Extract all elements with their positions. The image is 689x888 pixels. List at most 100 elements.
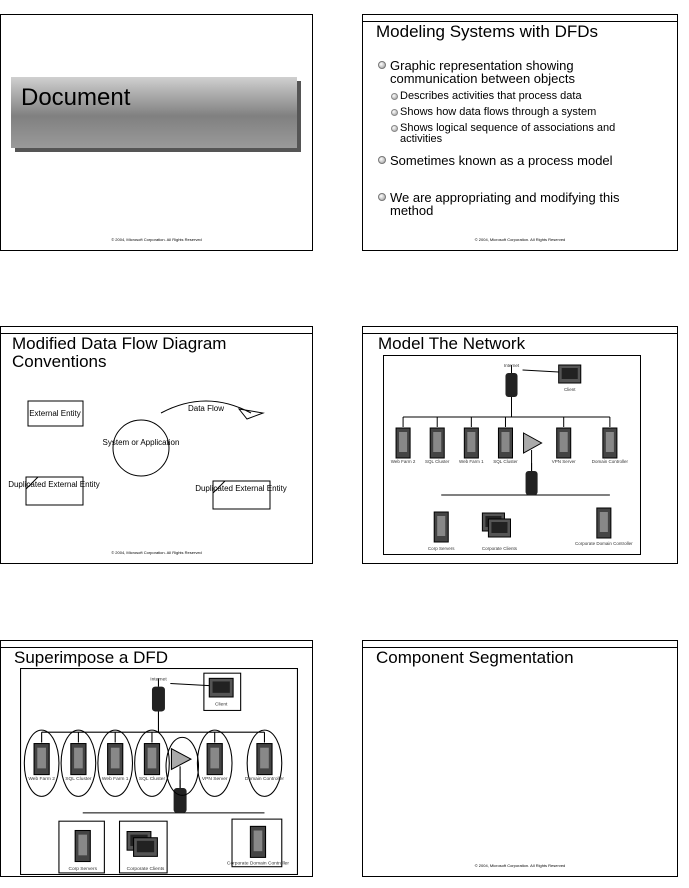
entity-box: [118, 820, 168, 874]
process-oval: [165, 736, 200, 796]
server-face: [110, 747, 120, 769]
screen: [212, 681, 230, 693]
slide: Superimpose a DFD Internet Client Web Farm…: [0, 640, 313, 877]
node-label: Corporate Domain Controller: [227, 861, 289, 867]
server-face: [147, 747, 157, 769]
entity-box: [27, 400, 84, 427]
footer: © 2004, Microsoft Corporation. All Right…: [111, 550, 202, 555]
slide-title: Component Segmentation: [376, 648, 574, 667]
node-label: Web Farm 2: [391, 459, 416, 464]
server-face: [260, 747, 269, 769]
screen: [561, 368, 578, 379]
server-face: [467, 432, 476, 452]
sub-bullet: Shows logical sequence of associations a…: [390, 123, 650, 145]
flow-label: Data Flow: [188, 404, 224, 413]
bullet: Graphic representation showing communica…: [377, 59, 650, 85]
entity-box: [25, 476, 84, 506]
dfd-legend: External Entity Data Flow System or Appl…: [8, 400, 287, 510]
sub-bullet: Shows how data flows through a system: [390, 107, 596, 118]
router-icon: [151, 686, 165, 712]
footer: © 2004, Microsoft Corporation. All Right…: [111, 237, 202, 242]
process-oval: [246, 729, 283, 797]
link: [522, 369, 559, 373]
server-face: [599, 512, 608, 532]
footer: © 2004, Microsoft Corporation. All Right…: [474, 863, 566, 868]
node-label: SQL Cluster: [139, 776, 166, 782]
process-oval: [23, 729, 60, 797]
sub-bullet: Describes activities that process data: [390, 91, 582, 102]
server-face: [253, 830, 263, 852]
entity-box: [203, 672, 242, 711]
entity-box: [58, 820, 105, 874]
node-label: Internet: [150, 677, 167, 683]
diagram-frame: [20, 668, 298, 875]
server-face: [559, 432, 568, 452]
firewall: [170, 747, 193, 771]
slide: Model The Network Internet Client Web Farm…: [362, 326, 678, 564]
screen: [491, 522, 508, 533]
flow-arc: [160, 400, 252, 414]
process-oval: [97, 729, 134, 797]
server-face: [501, 432, 510, 452]
slide-title: Model The Network: [378, 334, 526, 353]
process-label: System or Application: [103, 438, 180, 447]
node-label: Internet: [504, 363, 520, 368]
node-label: Domain Controller: [245, 776, 285, 782]
server-face: [437, 516, 446, 536]
screen: [136, 840, 155, 853]
node-label: SQL Cluster: [65, 776, 92, 782]
server-face: [74, 747, 83, 769]
process-oval: [60, 729, 97, 797]
slide: Component Segmentation © 2004, Microsoft…: [362, 640, 678, 877]
slide-title: Modified Data Flow Diagram Conventions: [12, 334, 227, 371]
flow-arrow: [237, 408, 265, 420]
slide: Document © 2004, Microsoft Corporation. …: [0, 14, 313, 251]
network-diagram: Internet Client Web Farm 2 SQL Cluster Web F…: [383, 355, 641, 555]
banner: [11, 77, 297, 148]
firewall: [523, 432, 543, 454]
node-label: Client: [215, 701, 228, 707]
node-label: Domain Controller: [592, 459, 629, 464]
network-diagram: Internet Client Web Farm 2 SQL Cluster Web F…: [20, 668, 298, 875]
node-label: Corporate Clients: [127, 866, 165, 872]
router-icon: [505, 373, 518, 397]
server-face: [78, 834, 88, 856]
slide-title: Superimpose a DFD: [14, 648, 169, 667]
link: [170, 683, 210, 687]
dup-mark: [25, 476, 39, 490]
server-face: [210, 747, 220, 769]
node-label: Web Farm 1: [459, 459, 484, 464]
node-label: VPN Server: [552, 459, 576, 464]
server-face: [399, 432, 408, 452]
server-face: [37, 747, 46, 769]
diagram-frame: [383, 355, 641, 555]
node-label: Corporate Clients: [482, 546, 518, 551]
router-icon: [173, 788, 187, 813]
process-circle: [112, 419, 170, 477]
entity-label: Duplicated External Entity: [195, 484, 287, 493]
bullet: Sometimes known as a process model: [377, 154, 613, 167]
process-oval: [134, 729, 170, 797]
server-face: [605, 432, 614, 452]
dup-mark: [212, 480, 226, 494]
node-label: SQL Cluster: [493, 459, 518, 464]
entity-label: Duplicated External Entity: [8, 480, 100, 489]
bullet: We are appropriating and modifying this …: [377, 191, 650, 217]
node-label: SQL Cluster: [425, 459, 450, 464]
server-face: [433, 432, 442, 452]
node-label: Web Farm 2: [28, 776, 55, 782]
slide-title: Modeling Systems with DFDs: [376, 22, 599, 41]
node-label: Client: [564, 387, 576, 392]
slide: Modified Data Flow Diagram Conventions E…: [0, 326, 313, 564]
node-label: Corp Servers: [68, 866, 97, 872]
node-label: Corporate Domain Controller: [575, 541, 633, 546]
node-label: VPN Server: [202, 776, 228, 782]
slide-title: Document: [21, 84, 131, 111]
footer: © 2004, Microsoft Corporation. All Right…: [474, 237, 566, 242]
entity-box: [231, 818, 283, 868]
process-oval: [196, 729, 233, 797]
entity-label: External Entity: [29, 409, 81, 418]
node-label: Corp Servers: [428, 546, 455, 551]
node-label: Web Farm 1: [102, 776, 129, 782]
